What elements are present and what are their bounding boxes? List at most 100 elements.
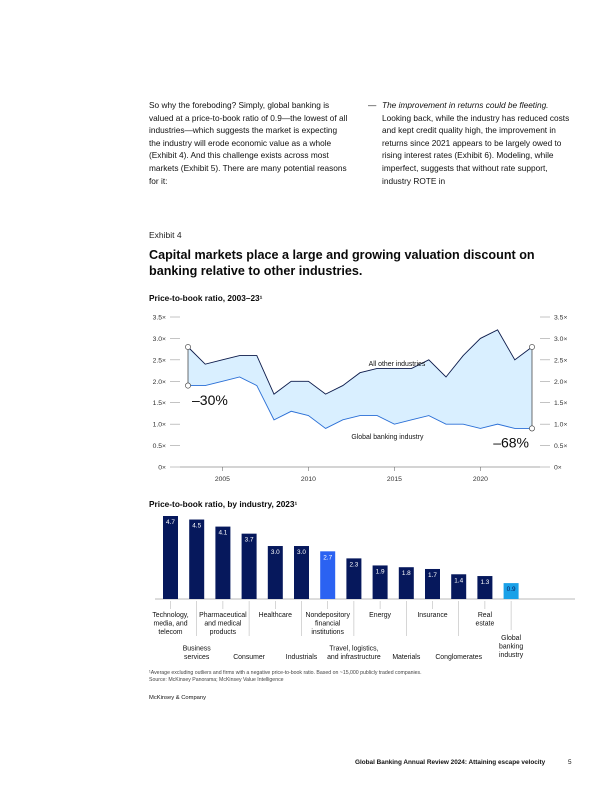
category-label-line: services bbox=[184, 654, 210, 661]
endpoint-marker bbox=[529, 344, 535, 350]
bar-3 bbox=[215, 526, 231, 599]
category-label-line: Energy bbox=[369, 612, 391, 619]
bar-9 bbox=[372, 565, 388, 599]
area-chart-title: Price-to-book ratio, 2003–23¹ bbox=[149, 293, 263, 303]
y-tick-label-right: 1.5× bbox=[554, 400, 567, 407]
x-tick-label: 2015 bbox=[387, 476, 402, 483]
bar-14 bbox=[503, 583, 519, 599]
bar-8 bbox=[346, 558, 362, 599]
category-label: Consumer bbox=[233, 654, 265, 661]
bar-value-label: 2.7 bbox=[323, 554, 332, 561]
y-tick-label-left: 0.5× bbox=[153, 443, 166, 450]
bar-7 bbox=[320, 551, 336, 599]
y-tick-label-right: 1.0× bbox=[554, 422, 567, 429]
category-label: Business services bbox=[183, 646, 212, 662]
bar-1 bbox=[163, 516, 178, 599]
category-label-line: banking bbox=[499, 644, 523, 651]
bar-value-label: 4.1 bbox=[218, 530, 227, 537]
category-label: Technology, media, and telecom bbox=[152, 612, 188, 636]
category-label-line: Global bbox=[501, 635, 521, 642]
category-label-line: Technology, bbox=[152, 612, 188, 619]
y-tick-label-left: 2.5× bbox=[153, 357, 166, 364]
bar-value-label: 3.0 bbox=[297, 549, 306, 556]
right-paragraph-body: Looking back, while the industry has red… bbox=[382, 112, 570, 186]
bar-10 bbox=[398, 567, 414, 599]
category-label: Conglomerates bbox=[435, 654, 482, 661]
bar-6 bbox=[294, 546, 309, 599]
series-label-all-other-industries: All other industries bbox=[369, 361, 426, 368]
category-label-line: financial bbox=[315, 621, 341, 628]
bar-value-label: 1.3 bbox=[480, 579, 489, 586]
bar-value-label: 1.7 bbox=[428, 572, 437, 579]
y-tick-label-right: 2.0× bbox=[554, 379, 567, 386]
bar-value-label: 4.7 bbox=[166, 519, 175, 526]
page-number: 5 bbox=[568, 759, 572, 766]
endpoint-marker bbox=[185, 382, 191, 389]
bar-13 bbox=[477, 576, 493, 599]
category-label-line: Real bbox=[478, 612, 493, 619]
category-label: Pharmaceutical and medical products bbox=[199, 612, 247, 636]
bar-5 bbox=[267, 546, 283, 599]
y-tick-label-right: 3.5× bbox=[554, 315, 567, 322]
x-tick-label: 2005 bbox=[215, 476, 230, 483]
category-label-line: Pharmaceutical bbox=[199, 612, 247, 619]
category-label-line: industry bbox=[499, 652, 524, 659]
category-label: Energy bbox=[369, 612, 391, 619]
endpoint-marker bbox=[185, 344, 191, 350]
x-tick-label: 2010 bbox=[301, 476, 316, 483]
y-tick-label-left: 3.5× bbox=[153, 315, 166, 322]
exhibit-label: Exhibit 4 bbox=[149, 230, 182, 240]
bar-value-label: 4.5 bbox=[192, 523, 201, 530]
bar-11 bbox=[425, 568, 440, 599]
category-label: Global banking industry bbox=[499, 635, 524, 659]
category-label: Industrials bbox=[286, 654, 318, 661]
exhibit-title: Capital markets place a large and growin… bbox=[149, 248, 535, 278]
category-label-line: Conglomerates bbox=[435, 654, 482, 661]
category-label-line: estate bbox=[476, 621, 495, 628]
area-gap-fill bbox=[188, 329, 532, 429]
y-tick-label-left: 0× bbox=[158, 465, 166, 472]
bar-value-label: 1.4 bbox=[454, 577, 463, 584]
series-line-global-banking bbox=[188, 376, 532, 429]
category-label: Real estate bbox=[476, 612, 495, 628]
category-label-line: institutions bbox=[311, 629, 344, 636]
y-tick-label-right: 2.5× bbox=[554, 357, 567, 364]
footnote: ¹Average excluding outliers and firms wi… bbox=[149, 670, 469, 684]
category-label-line: Healthcare bbox=[259, 612, 292, 619]
category-label: Healthcare bbox=[259, 612, 292, 619]
category-label-line: Travel, logistics, bbox=[329, 646, 378, 653]
category-label-line: Industrials bbox=[286, 654, 318, 661]
category-label-line: and infrastructure bbox=[327, 654, 381, 661]
y-tick-label-right: 0.5× bbox=[554, 443, 567, 450]
category-label: Materials bbox=[392, 654, 421, 661]
category-label-line: Consumer bbox=[233, 654, 265, 661]
category-label: Nondepository financial institutions bbox=[305, 612, 350, 636]
bar-value-label: 3.7 bbox=[245, 537, 254, 544]
bar-value-label: 3.0 bbox=[271, 549, 280, 556]
em-dash-bullet: — bbox=[368, 100, 377, 110]
x-tick-label: 2020 bbox=[473, 476, 488, 483]
footnote-source: Source: McKinsey Panorama; McKinsey Valu… bbox=[149, 677, 284, 683]
bar-value-label: 1.8 bbox=[402, 570, 411, 577]
y-tick-label-right: 3.0× bbox=[554, 336, 567, 343]
category-label-line: Materials bbox=[392, 654, 421, 661]
y-tick-label-left: 3.0× bbox=[153, 336, 166, 343]
bar-value-label: 0.9 bbox=[507, 586, 516, 593]
y-tick-label-right: 0× bbox=[554, 465, 562, 472]
category-label-line: Nondepository bbox=[305, 612, 350, 619]
right-column-paragraph: The improvement in returns could be flee… bbox=[382, 99, 578, 187]
bar-12 bbox=[451, 574, 467, 599]
y-tick-label-left: 1.5× bbox=[153, 400, 166, 407]
bar-value-label: 1.9 bbox=[376, 568, 385, 575]
left-column-paragraph: So why the foreboding? Simply, global ba… bbox=[149, 100, 348, 186]
category-label-line: products bbox=[210, 629, 237, 636]
category-label-line: media, and bbox=[153, 621, 187, 628]
y-tick-label-left: 1.0× bbox=[153, 422, 166, 429]
endpoint-marker bbox=[529, 425, 535, 432]
category-label-line: Insurance bbox=[417, 612, 447, 619]
bar-4 bbox=[241, 533, 257, 599]
bar-value-label: 2.3 bbox=[349, 561, 358, 568]
bar-2 bbox=[189, 519, 205, 599]
